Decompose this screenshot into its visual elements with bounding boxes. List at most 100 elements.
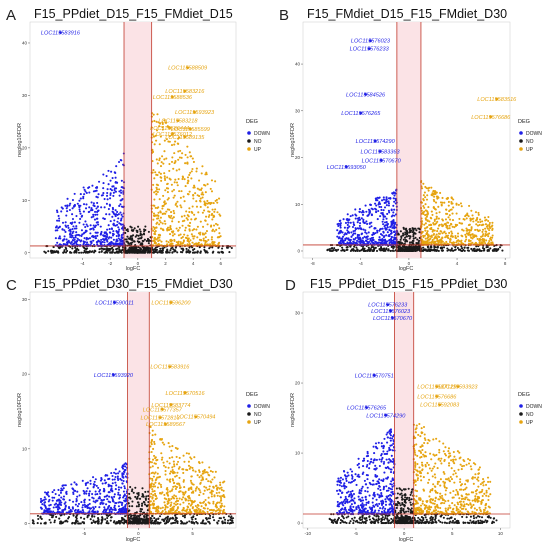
point-down-c (114, 488, 117, 491)
point-no-b (439, 247, 442, 250)
point-down-b (393, 200, 396, 203)
point-up-c (163, 501, 166, 504)
point-down-a (82, 223, 85, 226)
point-down-a (119, 211, 122, 214)
point-no-b (408, 237, 411, 240)
point-down-a (114, 209, 117, 212)
point-up-b (448, 214, 451, 217)
point-up-c (182, 507, 185, 510)
point-up-a (219, 235, 222, 238)
point-no-c (92, 519, 95, 522)
point-up-b (425, 198, 429, 201)
point-down-a (70, 236, 73, 239)
point-no-a (203, 246, 206, 249)
point-up-a (163, 200, 166, 203)
point-up-a (160, 179, 163, 182)
point-down-b (356, 221, 359, 224)
point-up-c (182, 471, 185, 474)
point-up-b (477, 220, 480, 224)
point-up-b (421, 238, 424, 241)
point-down-a (110, 170, 113, 173)
point-down-a (83, 188, 86, 191)
point-down-c (44, 491, 47, 494)
point-down-a (84, 225, 87, 229)
point-down-b (388, 211, 391, 214)
point-no-c (93, 515, 96, 518)
point-down-a (107, 237, 110, 240)
panel-b-marks: -8 -4 0 4 8010203040LOC115576023LOC115576233… (295, 22, 517, 266)
point-no-c (229, 516, 232, 519)
point-no-c (131, 500, 134, 503)
point-down-b (386, 226, 389, 229)
point-down-a (114, 171, 117, 174)
point-no-c (174, 516, 177, 519)
point-up-a (178, 190, 181, 193)
point-down-c (88, 492, 91, 495)
point-down-c (94, 493, 97, 496)
point-no-b (449, 249, 452, 252)
point-no-b (412, 229, 415, 232)
point-up-b (427, 206, 430, 209)
point-down-c (123, 470, 126, 473)
point-up-a (166, 243, 169, 246)
point-down-c (99, 492, 102, 495)
point-down-a (71, 198, 74, 202)
point-no-b (403, 249, 406, 252)
point-down-c (39, 501, 43, 504)
point-no-a (71, 247, 74, 250)
significance-band-c (127, 292, 150, 528)
point-up-c (210, 481, 213, 484)
point-up-c (180, 498, 183, 501)
point-down-a (87, 243, 90, 246)
point-no-c (166, 516, 169, 519)
point-down-a (73, 204, 76, 207)
point-down-a (110, 241, 113, 245)
point-up-b (488, 229, 491, 232)
point-no-b (399, 249, 402, 253)
point-no-a (139, 230, 142, 233)
point-down-a (116, 213, 119, 216)
point-no-c (147, 490, 150, 493)
point-up-a (170, 160, 174, 163)
point-down-c (121, 482, 124, 485)
point-up-a (183, 214, 186, 217)
point-down-c (92, 485, 95, 488)
point-up-a (175, 241, 178, 244)
point-down-c (76, 509, 79, 512)
point-up-a (173, 152, 176, 155)
point-up-a (204, 173, 207, 176)
point-down-c (83, 501, 86, 504)
point-up-a (170, 183, 173, 186)
point-down-b (350, 231, 353, 234)
point-down-a (78, 210, 81, 213)
point-up-c (167, 497, 170, 500)
point-up-c (174, 510, 177, 513)
point-up-b (435, 215, 438, 218)
point-up-b (426, 212, 430, 215)
labeled-gene-point-a-3 (171, 95, 174, 99)
point-down-b (343, 226, 346, 229)
point-down-c (57, 503, 60, 506)
legend-label-up-a: UP (254, 147, 262, 153)
point-up-b (476, 224, 480, 227)
x-tick-label-b-4: 8 (504, 261, 507, 266)
point-up-a (155, 186, 158, 189)
point-no-a (133, 247, 136, 250)
point-down-c (56, 507, 60, 511)
point-no-b (417, 227, 420, 230)
point-up-a (177, 150, 180, 153)
point-no-a (118, 248, 121, 252)
point-up-b (470, 209, 473, 212)
point-down-b (357, 234, 361, 237)
point-down-a (114, 176, 117, 179)
point-up-c (218, 501, 221, 504)
point-up-b (424, 196, 427, 199)
point-down-b (380, 212, 383, 215)
point-up-b (437, 232, 440, 235)
point-down-b (360, 217, 363, 220)
point-down-b (354, 232, 357, 235)
point-up-b (430, 235, 433, 239)
point-up-a (166, 176, 169, 179)
point-up-b (421, 231, 424, 234)
point-no-b (402, 246, 406, 249)
